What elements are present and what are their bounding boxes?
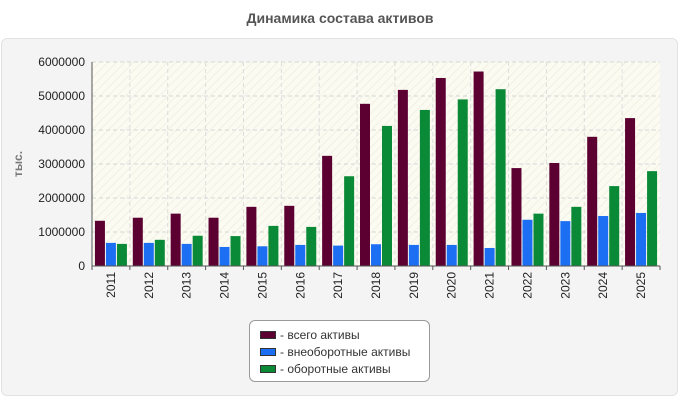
bar-total-assets-2023: [549, 162, 560, 266]
bar-total-assets-2014: [208, 217, 219, 266]
legend-item-total-assets: - всего активы: [260, 326, 429, 343]
bar-current-assets-2015: [268, 225, 279, 266]
bar-total-assets-2011: [94, 220, 105, 266]
y-tick-label: 4000000: [38, 123, 85, 137]
x-tick-label: 2017: [331, 272, 345, 299]
bar-total-assets-2013: [170, 213, 181, 266]
bar-current-assets-2012: [154, 239, 165, 266]
y-tick-label: 3000000: [38, 157, 85, 171]
axis-layer: 0 1000000 2000000 3000000 4000000 5000000 6000…: [38, 55, 661, 299]
bar-layer: [94, 71, 658, 267]
bar-total-assets-2022: [511, 168, 522, 266]
x-tick-label: 2022: [520, 272, 534, 299]
bar-current-assets-2013: [192, 235, 203, 266]
bar-noncurrent-assets-2024: [598, 216, 609, 266]
legend-item-current-assets: - оборотные активы: [260, 360, 429, 377]
x-tick-label: 2013: [180, 272, 194, 299]
bar-noncurrent-assets-2013: [181, 243, 192, 266]
bar-total-assets-2020: [435, 77, 446, 266]
bar-noncurrent-assets-2019: [408, 244, 419, 266]
bar-current-assets-2016: [306, 226, 317, 266]
bar-total-assets-2021: [473, 71, 484, 267]
legend-item-noncurrent-assets: - внеоборотные активы: [260, 343, 429, 360]
legend-label-noncurrent-assets: - внеоборотные активы: [280, 344, 411, 359]
bar-current-assets-2017: [344, 176, 355, 266]
x-tick-label: 2014: [218, 272, 232, 299]
bar-current-assets-2011: [116, 243, 127, 266]
bar-total-assets-2017: [322, 155, 333, 266]
bar-noncurrent-assets-2018: [371, 244, 381, 266]
bar-total-assets-2015: [246, 206, 257, 266]
bar-current-assets-2022: [533, 213, 544, 266]
legend-swatch-current-assets: [260, 364, 276, 373]
y-tick-label: 1000000: [38, 225, 85, 239]
bar-total-assets-2016: [284, 205, 295, 266]
y-axis-label: тыс.: [11, 151, 25, 177]
bar-total-assets-2019: [397, 89, 408, 266]
chart-title: Динамика состава активов: [246, 10, 434, 26]
x-tick-label: 2021: [483, 272, 497, 299]
legend-swatch-noncurrent-assets: [260, 347, 276, 356]
bar-noncurrent-assets-2025: [636, 212, 647, 266]
bar-total-assets-2024: [587, 136, 598, 266]
x-tick-label: 2024: [596, 272, 610, 299]
bar-current-assets-2020: [457, 99, 468, 267]
x-tick-label: 2023: [558, 272, 572, 299]
x-tick-label: 2019: [407, 272, 421, 299]
x-tick-label: 2016: [293, 272, 307, 299]
bar-noncurrent-assets-2012: [143, 242, 154, 266]
bar-noncurrent-assets-2023: [560, 221, 571, 266]
legend-swatch-total-assets: [260, 330, 276, 339]
legend-label-total-assets: - всего активы: [280, 327, 360, 342]
legend-label-current-assets: - оборотные активы: [280, 361, 391, 376]
x-tick-label: 2020: [445, 272, 459, 299]
bar-noncurrent-assets-2022: [522, 219, 533, 266]
x-tick-label: 2012: [142, 272, 156, 299]
grid-layer: [92, 61, 660, 266]
bar-current-assets-2014: [230, 236, 241, 266]
bar-current-assets-2023: [571, 206, 582, 266]
x-tick-label: 2011: [104, 272, 118, 298]
bar-noncurrent-assets-2020: [446, 244, 457, 266]
bar-current-assets-2021: [495, 89, 506, 266]
x-tick-label: 2025: [634, 272, 648, 299]
y-tick-label: 0: [78, 259, 85, 273]
bar-noncurrent-assets-2021: [484, 247, 495, 266]
bar-noncurrent-assets-2017: [333, 245, 344, 266]
bar-current-assets-2018: [382, 125, 392, 266]
bar-total-assets-2012: [132, 217, 143, 266]
legend: - всего активы - внеоборотные активы - о…: [249, 320, 430, 382]
bar-current-assets-2025: [647, 171, 658, 266]
x-tick-label: 2018: [369, 272, 383, 299]
x-tick-label: 2015: [255, 272, 269, 299]
bar-noncurrent-assets-2014: [219, 246, 230, 266]
bar-current-assets-2024: [609, 186, 620, 266]
y-tick-label: 5000000: [38, 89, 85, 103]
bar-noncurrent-assets-2016: [295, 244, 306, 266]
y-tick-label: 6000000: [38, 55, 85, 69]
bar-current-assets-2019: [419, 109, 430, 266]
bar-total-assets-2025: [625, 118, 636, 266]
bar-noncurrent-assets-2011: [105, 242, 116, 266]
bar-noncurrent-assets-2015: [257, 246, 268, 266]
y-tick-label: 2000000: [38, 191, 85, 205]
bar-total-assets-2018: [360, 103, 370, 266]
